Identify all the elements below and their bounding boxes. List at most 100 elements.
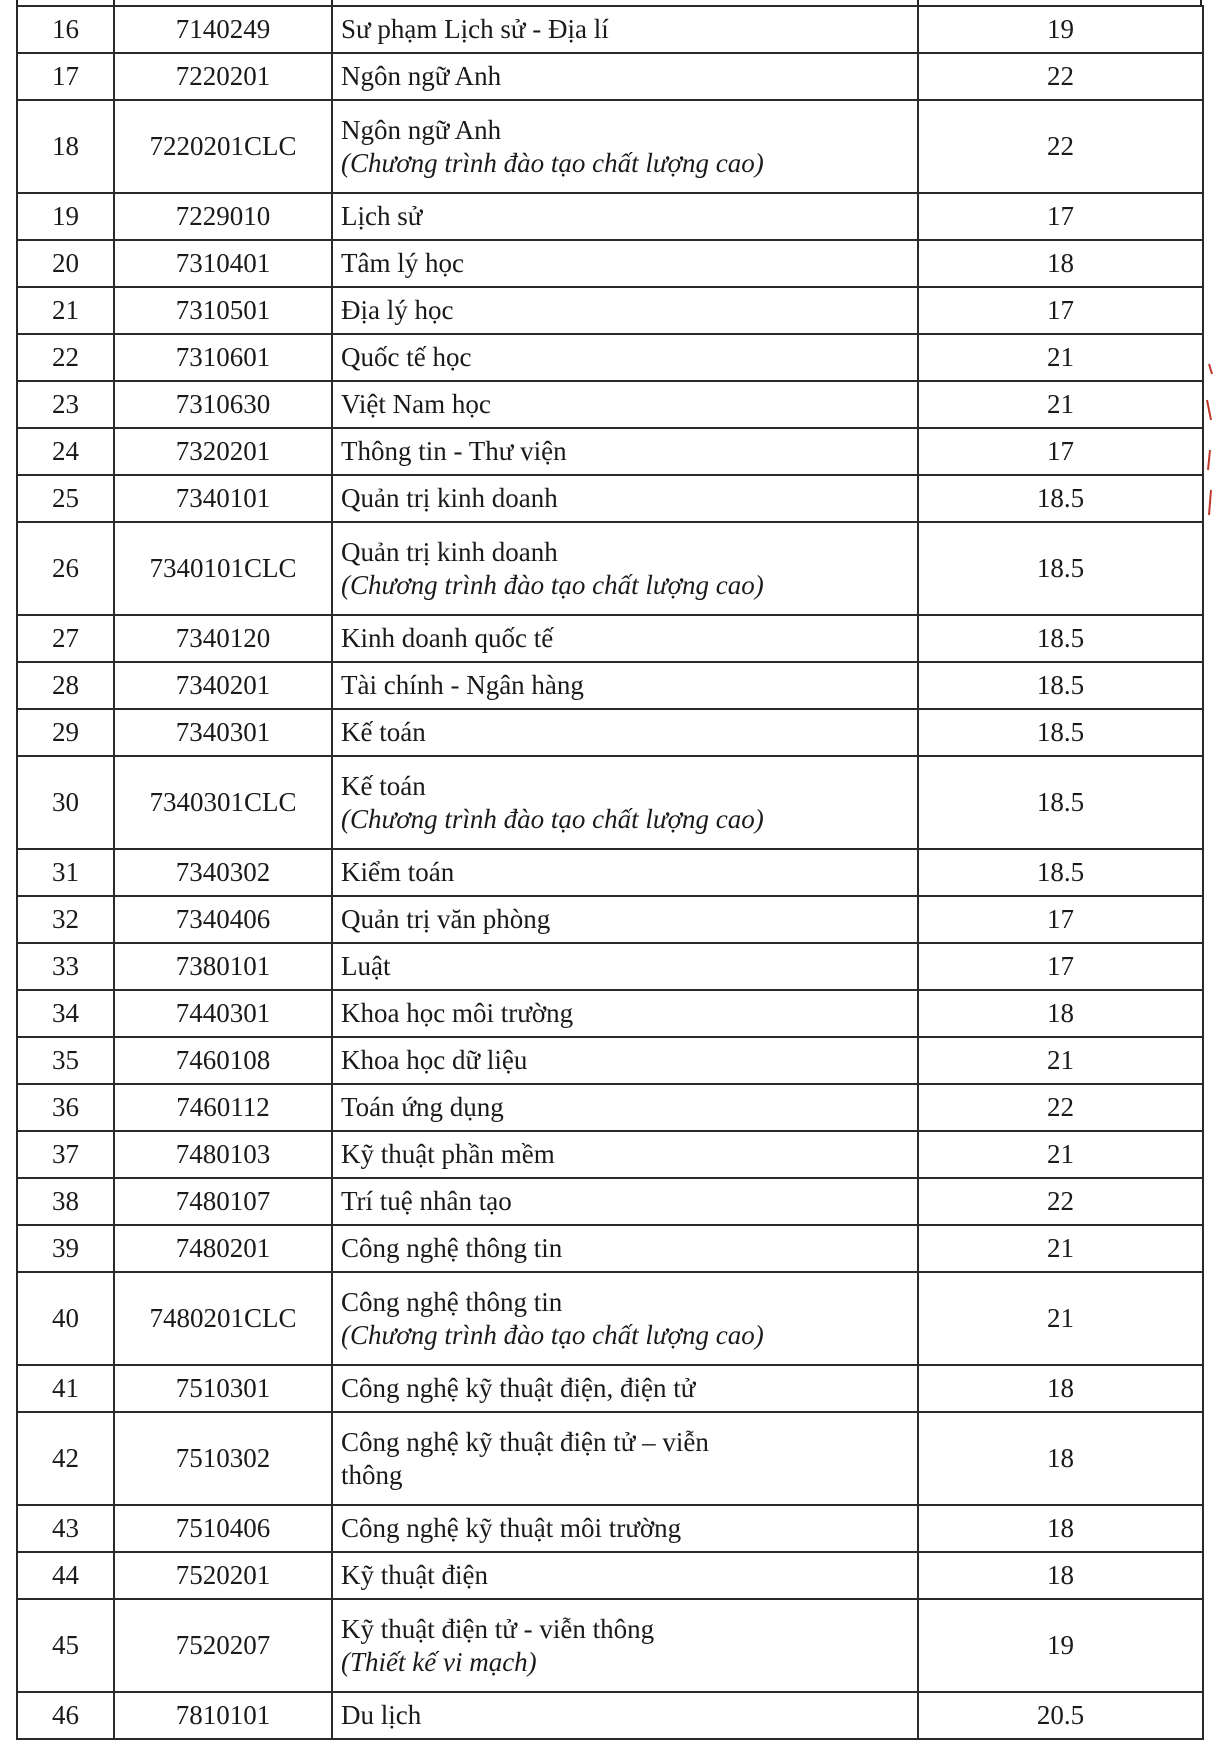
major-code-cell: 7460108	[113, 1036, 333, 1085]
table-row: 17 7220201 Ngôn ngữ Anh 22	[16, 52, 1204, 101]
major-code-cell: 7480107	[113, 1177, 333, 1226]
row-number-cell: 17	[16, 52, 115, 101]
table-row: 27 7340120 Kinh doanh quốc tế 18.5	[16, 614, 1204, 663]
major-code-cell: 7460112	[113, 1083, 333, 1132]
major-name-cell: Tâm lý học	[331, 239, 919, 288]
major-code-cell-text: 7340301CLC	[149, 787, 297, 817]
major-code-cell: 7480103	[113, 1130, 333, 1179]
major-code-cell-text: 7480103	[175, 1139, 271, 1169]
row-number-cell-text: 26	[52, 553, 79, 583]
row-number-cell: 19	[16, 192, 115, 241]
cutoff-score-cell-text: 18.5	[1036, 670, 1085, 700]
row-number-cell-text: 23	[52, 389, 79, 419]
table-row: 34 7440301 Khoa học môi trường 18	[16, 989, 1204, 1038]
cutoff-score-cell: 21	[917, 1271, 1204, 1366]
major-name-cell: Khoa học dữ liệu	[331, 1036, 919, 1085]
major-name-cell-text: Kinh doanh quốc tế	[341, 623, 554, 653]
major-code-cell-text: 7229010	[175, 201, 271, 231]
major-code-cell-text: 7480107	[175, 1186, 271, 1216]
major-code-cell: 7220201	[113, 52, 333, 101]
table-row: 36 7460112 Toán ứng dụng 22	[16, 1083, 1204, 1132]
row-number-cell-text: 30	[52, 787, 79, 817]
program-note: (Chương trình đào tạo chất lượng cao)	[341, 1319, 764, 1350]
major-code-cell: 7340201	[113, 661, 333, 710]
major-name-cell: Sư phạm Lịch sử - Địa lí	[331, 5, 919, 54]
major-code-cell-text: 7440301	[175, 998, 271, 1028]
major-code-cell: 7510302	[113, 1411, 333, 1506]
row-number-cell-text: 32	[52, 904, 79, 934]
cutoff-score-cell: 18	[917, 1504, 1204, 1553]
major-name-cell-text: Việt Nam học	[341, 389, 491, 419]
major-code-cell-text: 7310601	[175, 342, 271, 372]
table-row: 42 7510302 Công nghệ kỹ thuật điện tử – vi…	[16, 1411, 1204, 1506]
major-name-cell-text: Kế toán	[341, 770, 426, 801]
cutoff-score-cell: 21	[917, 380, 1204, 429]
cutoff-score-cell-text: 17	[1047, 904, 1074, 934]
row-number-cell: 21	[16, 286, 115, 335]
major-name-cell: Ngôn ngữ Anh (Chương trình đào tạo chất l…	[331, 99, 919, 194]
cutoff-score-cell: 17	[917, 895, 1204, 944]
cutoff-score-cell: 18.5	[917, 614, 1204, 663]
cutoff-score-cell-text: 22	[1047, 131, 1074, 161]
row-number-cell: 25	[16, 474, 115, 523]
table-row: 19 7229010 Lịch sử 17	[16, 192, 1204, 241]
row-number-cell: 22	[16, 333, 115, 382]
major-code-cell: 7810101	[113, 1691, 333, 1740]
cutoff-score-cell: 22	[917, 1177, 1204, 1226]
row-number-cell: 29	[16, 708, 115, 757]
cutoff-score-cell-text: 17	[1047, 295, 1074, 325]
major-name-cell-text: Kỹ thuật điện	[341, 1560, 488, 1590]
row-number-cell: 34	[16, 989, 115, 1038]
row-number-cell: 18	[16, 99, 115, 194]
major-code-cell-text: 7340201	[175, 670, 271, 700]
major-code-cell-text: 7340302	[175, 857, 271, 887]
major-name-cell: Công nghệ kỹ thuật điện, điện tử	[331, 1364, 919, 1413]
row-number-cell: 36	[16, 1083, 115, 1132]
row-number-cell-text: 37	[52, 1139, 79, 1169]
row-number-cell-text: 16	[52, 14, 79, 44]
row-number-cell-text: 44	[52, 1560, 79, 1590]
row-number-cell-text: 39	[52, 1233, 79, 1263]
cutoff-score-cell: 21	[917, 1036, 1204, 1085]
major-name-cell-text: Lịch sử	[341, 201, 423, 231]
cutoff-score-cell: 21	[917, 1224, 1204, 1273]
cutoff-score-cell-text: 19	[1047, 1630, 1074, 1660]
red-stamp-mark	[1206, 363, 1213, 516]
row-number-cell: 43	[16, 1504, 115, 1553]
major-name-cell-text: Quản trị văn phòng	[341, 904, 551, 934]
major-code-cell-text: 7480201CLC	[149, 1303, 297, 1333]
cutoff-score-cell: 18.5	[917, 521, 1204, 616]
row-number-cell: 16	[16, 5, 115, 54]
cutoff-score-cell-text: 18.5	[1036, 787, 1085, 817]
table-row: 41 7510301 Công nghệ kỹ thuật điện, điện t…	[16, 1364, 1204, 1413]
major-name-cell-text: Luật	[341, 951, 391, 981]
cutoff-score-cell: 18.5	[917, 755, 1204, 850]
cutoff-score-cell-text: 17	[1047, 201, 1074, 231]
major-code-cell: 7310630	[113, 380, 333, 429]
cutoff-score-cell-text: 18.5	[1036, 857, 1085, 887]
cutoff-score-cell: 18	[917, 1364, 1204, 1413]
row-number-cell-text: 21	[52, 295, 79, 325]
major-name-cell: Ngôn ngữ Anh	[331, 52, 919, 101]
row-number-cell: 37	[16, 1130, 115, 1179]
major-code-cell-text: 7340101	[175, 483, 271, 513]
major-name-cell-text: Trí tuệ nhân tạo	[341, 1186, 512, 1216]
row-number-cell-text: 28	[52, 670, 79, 700]
major-name-cell-text: Tài chính - Ngân hàng	[341, 670, 584, 700]
major-code-cell: 7310601	[113, 333, 333, 382]
prev-row-border	[113, 0, 115, 6]
row-number-cell: 24	[16, 427, 115, 476]
major-name-cell-text: Quốc tế học	[341, 342, 472, 372]
table-row: 33 7380101 Luật 17	[16, 942, 1204, 991]
major-code-cell-text: 7310630	[175, 389, 271, 419]
cutoff-score-cell: 18.5	[917, 848, 1204, 897]
row-number-cell: 42	[16, 1411, 115, 1506]
major-name-cell-text: Sư phạm Lịch sử - Địa lí	[341, 14, 609, 44]
major-code-cell-text: 7140249	[175, 14, 271, 44]
major-name-cell-text: Kiểm toán	[341, 857, 455, 887]
major-code-cell: 7520201	[113, 1551, 333, 1600]
row-number-cell: 38	[16, 1177, 115, 1226]
row-number-cell: 33	[16, 942, 115, 991]
major-name-cell: Kỹ thuật điện	[331, 1551, 919, 1600]
major-code-cell-text: 7220201	[175, 61, 271, 91]
